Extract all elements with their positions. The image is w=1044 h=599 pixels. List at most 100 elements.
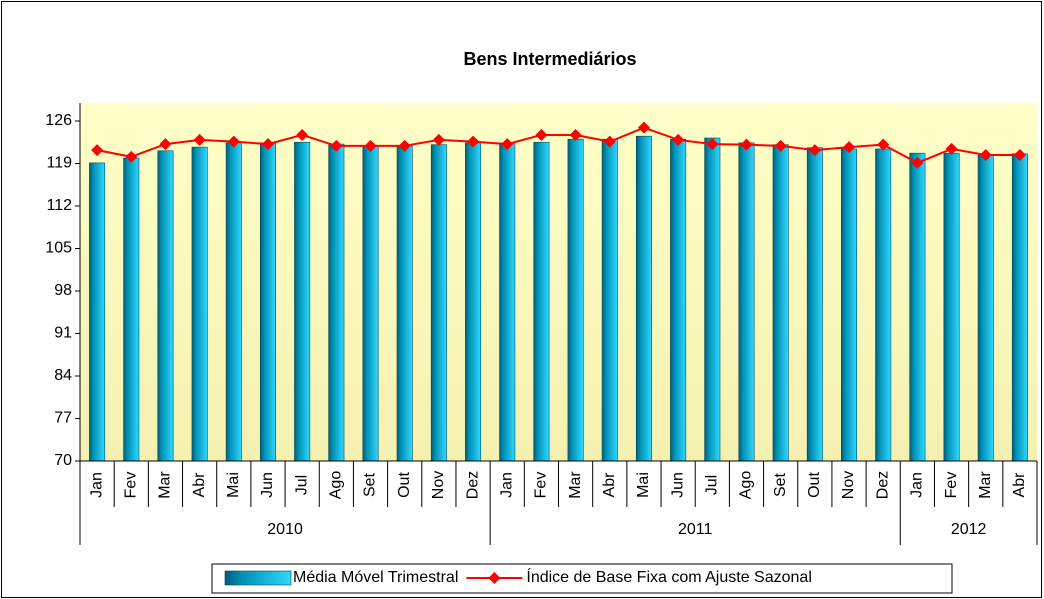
y-tick-label: 84 — [54, 367, 72, 384]
x-group-label: 2010 — [267, 521, 303, 538]
marker — [467, 135, 480, 148]
marker — [432, 133, 445, 146]
x-tick-label: Jan — [909, 472, 926, 498]
bar — [465, 142, 482, 462]
x-tick-label: Dez — [464, 471, 481, 499]
y-tick-label: 70 — [54, 452, 72, 469]
bar — [89, 162, 106, 462]
bar — [1011, 153, 1028, 462]
bar — [396, 145, 413, 462]
x-tick-label: Set — [362, 472, 379, 497]
bar — [328, 143, 345, 462]
bar — [157, 150, 174, 462]
marker — [911, 156, 924, 169]
marker — [159, 138, 172, 151]
bar — [259, 142, 276, 462]
bar — [943, 152, 960, 462]
x-tick-label: Ago — [328, 471, 345, 500]
y-tick-label: 126 — [45, 112, 72, 129]
y-tick-label: 98 — [54, 282, 72, 299]
marker — [637, 121, 650, 134]
marker — [261, 138, 274, 151]
bar — [909, 152, 926, 462]
bar — [875, 148, 892, 462]
bar — [806, 147, 823, 462]
plot-area — [80, 103, 1037, 461]
marker — [227, 135, 240, 148]
marker — [296, 128, 309, 141]
x-tick-label: Dez — [874, 471, 891, 499]
marker — [945, 142, 958, 155]
x-tick-label: Abr — [601, 472, 618, 498]
bar — [191, 146, 208, 462]
legend-marker — [488, 572, 501, 584]
x-tick-label: Jun — [669, 472, 686, 498]
marker — [808, 144, 821, 157]
bar — [738, 142, 755, 462]
legend-label: Média Móvel Trimestral — [293, 569, 458, 586]
y-tick-label: 112 — [46, 197, 72, 214]
marker — [740, 138, 753, 151]
x-tick-label: Fev — [943, 472, 960, 499]
marker — [91, 144, 104, 157]
marker — [193, 133, 206, 146]
bar — [772, 144, 789, 462]
x-group-label: 2012 — [951, 521, 987, 538]
y-tick-label: 105 — [45, 240, 72, 257]
marker — [877, 138, 890, 151]
x-tick-label: Abr — [1011, 472, 1028, 498]
bar — [977, 154, 994, 462]
bar — [294, 141, 311, 462]
marker — [774, 139, 787, 152]
bar — [704, 137, 721, 462]
x-tick-label: Jul — [704, 475, 721, 495]
x-tick-label: Nov — [430, 471, 447, 499]
x-tick-label: Out — [396, 472, 413, 498]
y-tick-label: 77 — [54, 410, 72, 427]
legend-swatch — [224, 570, 292, 586]
bar — [567, 138, 584, 462]
x-tick-label: Fev — [533, 472, 550, 499]
x-tick-label: Jan — [498, 472, 515, 498]
bar — [225, 142, 242, 462]
marker — [364, 139, 377, 152]
x-tick-label: Fev — [122, 472, 139, 499]
x-tick-label: Mar — [977, 471, 994, 499]
bar — [601, 138, 618, 462]
marker — [398, 139, 411, 152]
x-tick-label: Nov — [840, 471, 857, 499]
x-tick-label: Ago — [738, 471, 755, 500]
bar — [123, 157, 140, 462]
bar — [670, 138, 687, 462]
marker — [603, 135, 616, 148]
marker — [330, 139, 343, 152]
x-tick-label: Jul — [293, 475, 310, 495]
y-tick-label: 91 — [54, 325, 72, 342]
x-tick-label: Mar — [567, 471, 584, 499]
marker — [706, 138, 719, 151]
x-tick-label: Jan — [88, 472, 105, 498]
marker — [535, 128, 548, 141]
x-tick-label: Set — [772, 472, 789, 497]
marker — [1013, 149, 1026, 161]
x-tick-label: Mai — [225, 472, 242, 498]
x-group-label: 2011 — [678, 521, 713, 538]
line — [96, 126, 1020, 164]
legend-label: Índice de Base Fixa com Ajuste Sazonal — [526, 567, 812, 586]
marker — [501, 138, 514, 151]
chart-title: Bens Intermediários — [463, 49, 636, 69]
marker — [672, 133, 685, 146]
bar — [841, 148, 858, 462]
marker — [843, 141, 856, 154]
bar — [362, 145, 379, 462]
y-tick-label: 119 — [46, 155, 72, 172]
x-tick-label: Mar — [157, 471, 174, 499]
bar — [430, 144, 447, 462]
x-tick-label: Mai — [635, 472, 652, 498]
bar — [533, 141, 550, 462]
x-tick-label: Jun — [259, 472, 276, 498]
bar — [499, 142, 516, 462]
legend-box — [211, 563, 953, 594]
bar — [635, 135, 652, 462]
